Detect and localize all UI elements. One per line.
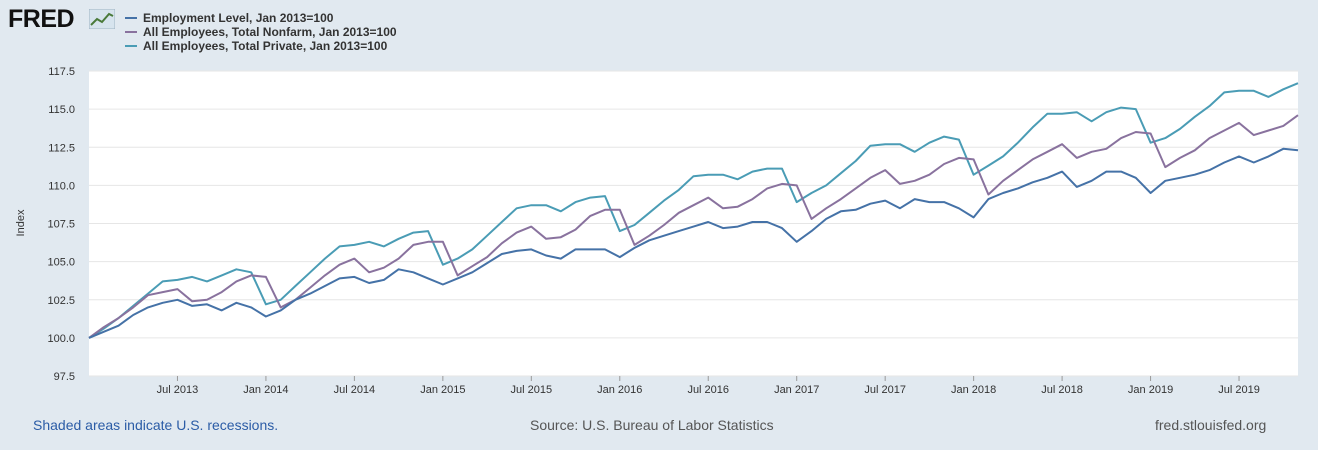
y-axis-label: Index [15,209,27,236]
legend-swatch-total-private [125,45,137,47]
y-tick-label: 112.5 [48,142,75,154]
legend-label-total-nonfarm: All Employees, Total Nonfarm, Jan 2013=1… [143,25,397,39]
legend-item-total-private: All Employees, Total Private, Jan 2013=1… [125,39,397,53]
x-tick-label: Jul 2018 [1041,384,1083,396]
legend-item-total-nonfarm: All Employees, Total Nonfarm, Jan 2013=1… [125,25,397,39]
line-chart: 97.5 100.0 102.5 105.0 107.5 110.0 112.5 115.0 1… [15,66,1299,396]
chart-legend: Employment Level, Jan 2013=100 All Emplo… [125,11,397,53]
x-tick-label: Jan 2018 [951,384,996,396]
x-tick-label: Jul 2015 [511,384,553,396]
y-tick-label: 102.5 [47,295,75,307]
x-tick-label: Jul 2013 [157,384,199,396]
y-tick-label: 100.0 [47,333,75,345]
site-link[interactable]: fred.stlouisfed.org [1155,417,1267,433]
x-tick-label: Jan 2016 [597,384,642,396]
y-tick-label: 97.5 [54,371,75,383]
fred-logo[interactable]: FRED [8,5,75,33]
y-tick-label: 115.0 [48,104,75,116]
legend-item-employment-level: Employment Level, Jan 2013=100 [125,11,397,25]
series-total-private[interactable] [88,82,1299,339]
series-employment-level[interactable] [88,147,1299,339]
y-tick-label: 110.0 [48,180,75,192]
x-tick-label: Jan 2015 [420,384,465,396]
legend-swatch-total-nonfarm [125,31,137,33]
y-tick-label: 117.5 [48,66,75,78]
chart-logo-icon [89,9,115,29]
legend-label-employment-level: Employment Level, Jan 2013=100 [143,11,334,25]
x-tick-label: Jul 2017 [864,384,906,396]
y-axis-ticks: 97.5 100.0 102.5 105.0 107.5 110.0 112.5 115.0 1… [47,66,75,383]
legend-swatch-employment-level [125,17,137,19]
y-tick-label: 107.5 [47,219,75,231]
x-tick-label: Jan 2019 [1128,384,1173,396]
x-tick-label: Jul 2016 [687,384,729,396]
x-tick-label: Jan 2014 [243,384,288,396]
series-lines [88,82,1299,339]
x-tick-label: Jan 2017 [774,384,819,396]
recessions-note[interactable]: Shaded areas indicate U.S. recessions. [33,417,279,433]
x-tick-label: Jul 2019 [1218,384,1260,396]
x-tick-label: Jul 2014 [334,384,376,396]
x-axis-ticks: Jul 2013 Jan 2014 Jul 2014 Jan 2015 Jul 2015… [157,376,1260,396]
legend-label-total-private: All Employees, Total Private, Jan 2013=1… [143,39,388,53]
gridlines [89,70,1298,377]
y-tick-label: 105.0 [47,257,75,269]
source-note: Source: U.S. Bureau of Labor Statistics [530,417,774,433]
